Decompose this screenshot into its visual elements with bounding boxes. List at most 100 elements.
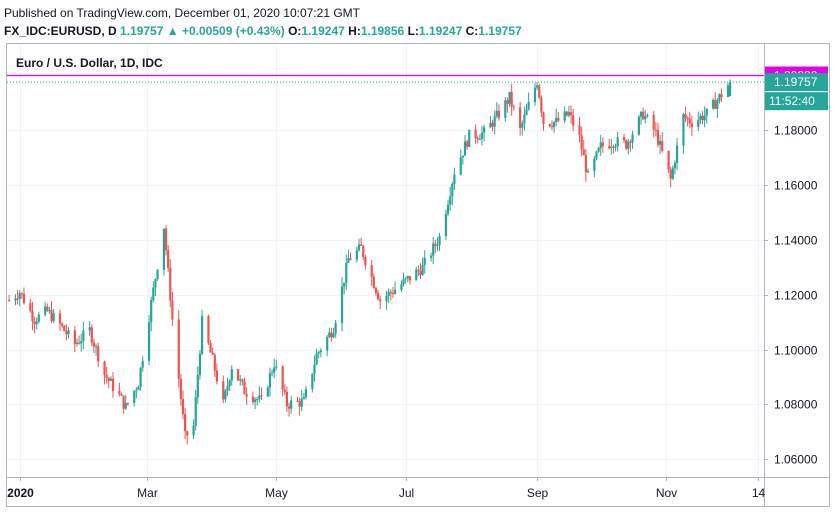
candle-body bbox=[109, 378, 113, 381]
candle-body bbox=[370, 265, 373, 277]
candle-body bbox=[642, 111, 645, 120]
candle-body bbox=[542, 112, 545, 125]
candle-body bbox=[345, 262, 348, 283]
candle-body bbox=[406, 276, 409, 279]
candle-body bbox=[646, 115, 649, 117]
candle-body bbox=[519, 107, 522, 128]
candle-body bbox=[224, 390, 227, 400]
candle-body bbox=[432, 243, 435, 256]
candle-body bbox=[580, 135, 583, 150]
candle-body bbox=[690, 123, 694, 128]
candle-body bbox=[270, 372, 274, 374]
candle-body bbox=[222, 381, 225, 400]
candle-body bbox=[268, 373, 272, 388]
candle-body bbox=[122, 395, 125, 409]
candle-body bbox=[461, 155, 464, 158]
candle-body bbox=[298, 401, 301, 407]
candle-body bbox=[718, 94, 721, 101]
candle-body bbox=[296, 400, 299, 402]
candle-body bbox=[302, 397, 305, 399]
candle-body bbox=[164, 228, 168, 251]
symbol-label: FX_IDC:EURUSD, D bbox=[4, 24, 117, 38]
candle-body bbox=[58, 313, 62, 324]
candle-body bbox=[637, 116, 640, 135]
candle-body bbox=[582, 149, 585, 156]
candle-body bbox=[495, 110, 498, 117]
chart-title: Euro / U.S. Dollar, 1D, IDC bbox=[16, 56, 163, 70]
candle-body bbox=[52, 313, 55, 321]
candle-body bbox=[686, 117, 689, 119]
candle-body bbox=[360, 244, 363, 246]
x-tick-label: 14 bbox=[752, 486, 766, 500]
y-tick-label: 1.14000 bbox=[774, 234, 818, 248]
candle-body bbox=[330, 332, 333, 338]
candle-body bbox=[230, 369, 233, 381]
candle-body bbox=[75, 342, 79, 345]
countdown-label: 11:52:40 bbox=[769, 94, 815, 108]
candle-body bbox=[107, 377, 110, 381]
candle-body bbox=[391, 292, 395, 294]
candle-body bbox=[315, 353, 318, 365]
candle-body bbox=[387, 291, 390, 297]
candle-body bbox=[152, 287, 155, 301]
candle-body bbox=[608, 146, 611, 149]
candle-body bbox=[601, 142, 604, 147]
candle-body bbox=[111, 378, 115, 392]
candle-body bbox=[400, 284, 403, 290]
y-tick-label: 1.12000 bbox=[774, 289, 818, 303]
candle-body bbox=[489, 122, 492, 128]
candle-body bbox=[726, 85, 730, 97]
candle-body bbox=[196, 374, 199, 398]
last-price-tag bbox=[765, 73, 828, 92]
candle-body bbox=[186, 431, 189, 436]
candle-body bbox=[334, 322, 337, 334]
candle-body bbox=[595, 151, 598, 159]
candle-body bbox=[599, 142, 602, 149]
time-axis[interactable]: 2020 Mar May Jul Sep Nov 14 bbox=[7, 477, 765, 500]
candle-body bbox=[103, 361, 106, 375]
candle-body bbox=[385, 296, 388, 302]
candle-body bbox=[612, 146, 615, 148]
candle-body bbox=[521, 123, 524, 128]
open-value: 1.19247 bbox=[301, 24, 345, 38]
candle-body bbox=[622, 137, 626, 141]
candle-body bbox=[506, 100, 509, 104]
candle-body bbox=[340, 286, 344, 323]
close-label: C: bbox=[465, 24, 479, 38]
candle-body bbox=[184, 414, 187, 432]
candle-body bbox=[77, 342, 81, 344]
candle-body bbox=[253, 399, 257, 402]
candle-body bbox=[728, 82, 732, 97]
candle-body bbox=[555, 117, 558, 122]
candle-body bbox=[177, 319, 180, 379]
candle-body bbox=[389, 291, 392, 293]
candle-body bbox=[654, 129, 657, 131]
candle-body bbox=[504, 100, 507, 118]
candle-body bbox=[372, 276, 375, 288]
candle-body bbox=[593, 158, 596, 171]
candle-body bbox=[639, 111, 643, 117]
candle-body bbox=[474, 129, 477, 139]
candle-body bbox=[347, 258, 350, 263]
close-value: 1.19757 bbox=[478, 24, 522, 38]
y-tick-label: 1.18000 bbox=[774, 124, 818, 138]
candle-body bbox=[478, 138, 481, 140]
candle-body bbox=[88, 327, 91, 331]
candle-body bbox=[712, 99, 715, 109]
candle-body bbox=[61, 323, 64, 326]
candle-body bbox=[584, 155, 587, 173]
price-axis[interactable]: 1.06000 1.08000 1.10000 1.12000 1.14000 1.160… bbox=[764, 124, 818, 467]
candle-body bbox=[656, 129, 660, 145]
candle-body bbox=[393, 289, 397, 294]
candle-body bbox=[421, 264, 424, 276]
y-tick-label: 1.08000 bbox=[774, 398, 818, 412]
candle-body bbox=[211, 352, 214, 355]
candle-body bbox=[525, 109, 528, 115]
candle-body bbox=[105, 374, 108, 378]
candle-body bbox=[300, 398, 303, 407]
candle-body bbox=[133, 390, 136, 404]
candle-body bbox=[20, 293, 23, 295]
candle-body bbox=[326, 337, 329, 351]
candle-body bbox=[67, 330, 70, 335]
